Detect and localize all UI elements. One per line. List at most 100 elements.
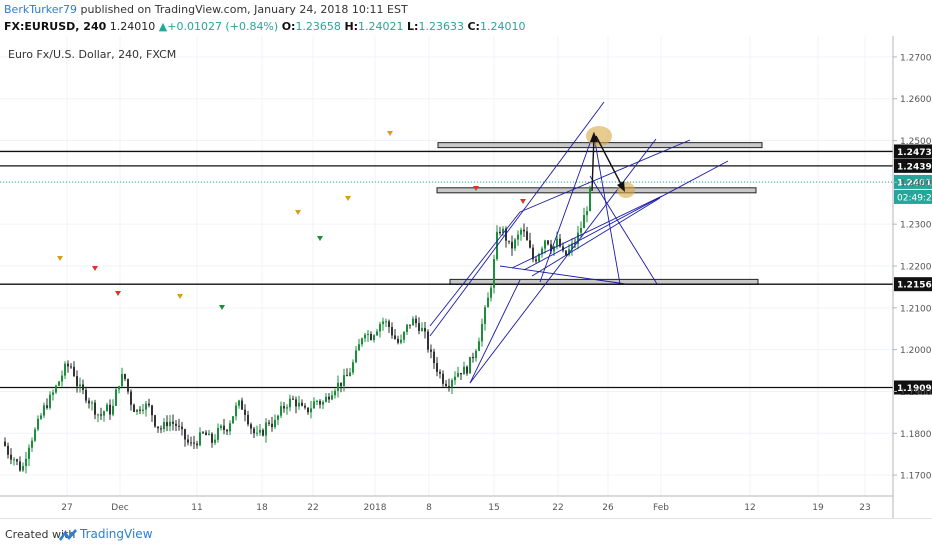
candle-body <box>43 405 45 416</box>
candle-body <box>550 244 552 252</box>
candle-body <box>481 323 483 342</box>
candle-body <box>343 375 345 386</box>
y-tick-label: 1.19000 <box>900 388 932 398</box>
candle-body <box>352 362 354 373</box>
trend-line <box>429 101 605 337</box>
trend-line <box>499 265 627 285</box>
candle-body <box>100 414 102 416</box>
y-tick-label: 1.20000 <box>900 346 932 356</box>
published-text: published on TradingView.com, January 24… <box>80 3 408 16</box>
support-resistance-zone <box>436 187 757 194</box>
candle-body <box>409 324 411 326</box>
candle-body <box>346 375 348 377</box>
candle-body <box>310 408 312 413</box>
trend-line <box>469 138 657 384</box>
tradingview-logo-icon <box>59 529 77 541</box>
candle-body <box>292 398 294 400</box>
signal-marker <box>387 131 393 136</box>
candle-body <box>499 231 501 234</box>
candle-body <box>91 402 93 404</box>
x-tick-label: Feb <box>653 503 669 513</box>
candles <box>4 185 591 474</box>
candle-body <box>172 421 174 424</box>
price-chart[interactable]: 1.24739 1.24395 1.21565 1.19095 1.24010 02:49… <box>0 36 932 518</box>
last-price-label: 1.24010 <box>897 178 932 188</box>
author-link[interactable]: BerkTurker79 <box>4 3 78 16</box>
candle-body <box>547 240 549 245</box>
x-tick-label: 23 <box>859 503 870 513</box>
trend-line <box>589 175 658 285</box>
candle-body <box>97 414 99 416</box>
signal-marker <box>345 196 351 201</box>
trend-line <box>429 211 521 327</box>
candle-body <box>277 415 279 420</box>
candle-body <box>298 402 300 407</box>
y-tick-label: 1.27000 <box>900 53 932 63</box>
close-value: 1.24010 <box>479 20 526 33</box>
x-axis[interactable]: 27 Dec 11 18 22 2018 8 15 22 26 Feb 12 19 23 <box>61 503 870 513</box>
candle-body <box>454 376 456 381</box>
candle-body <box>178 425 180 427</box>
candle-body <box>148 403 150 406</box>
close-label: C: <box>467 20 480 33</box>
signal-marker <box>219 305 225 310</box>
candle-body <box>553 246 555 252</box>
candle-body <box>394 335 396 339</box>
candle-body <box>223 425 225 430</box>
candle-body <box>13 459 15 461</box>
candle-body <box>196 443 198 446</box>
x-tick-label: 8 <box>426 503 432 513</box>
candle-body <box>253 428 255 434</box>
candle-body <box>517 234 519 240</box>
level-label: 1.21565 <box>897 281 932 291</box>
low-label: L: <box>407 20 419 33</box>
candle-body <box>265 422 267 436</box>
candle-body <box>34 429 36 441</box>
candle-body <box>586 210 588 216</box>
candle-body <box>478 341 480 351</box>
candle-body <box>31 440 33 448</box>
candle-body <box>55 385 57 393</box>
candle-body <box>25 458 27 467</box>
candle-body <box>427 331 429 350</box>
candle-body <box>400 339 402 343</box>
candle-body <box>382 321 384 325</box>
y-tick-label: 1.24000 <box>900 179 932 189</box>
candle-body <box>121 374 123 387</box>
candle-body <box>511 241 513 249</box>
candle-body <box>109 404 111 415</box>
candle-body <box>166 422 168 427</box>
candle-body <box>406 324 408 332</box>
candle-body <box>181 426 183 430</box>
candle-body <box>322 401 324 405</box>
y-axis[interactable]: 1.27000 1.26000 1.25000 1.24000 1.23000 1.220… <box>893 53 932 482</box>
x-tick-label: 2018 <box>364 503 387 513</box>
candle-body <box>7 445 9 455</box>
candle-body <box>64 363 66 376</box>
trend-line <box>593 135 621 285</box>
up-arrow-icon: ▲ <box>158 20 168 33</box>
created-with-text: Created with <box>5 528 76 541</box>
trend-line <box>523 160 729 271</box>
candle-body <box>556 238 558 247</box>
symbol-label: FX:EURUSD, 240 <box>4 20 107 33</box>
trend-line <box>511 195 663 269</box>
high-label: H: <box>344 20 359 33</box>
candle-body <box>535 259 537 262</box>
candle-body <box>415 318 417 324</box>
candle-body <box>271 423 273 428</box>
candle-body <box>193 442 195 444</box>
candle-body <box>151 405 153 416</box>
candle-body <box>526 231 528 241</box>
candle-body <box>562 246 564 251</box>
open-value: 1.23658 <box>295 20 341 33</box>
arrow-line <box>595 135 623 187</box>
candle-body <box>304 405 306 408</box>
candle-body <box>490 287 492 298</box>
level-label-bg <box>894 158 932 173</box>
tradingview-link[interactable]: TradingView <box>80 527 153 541</box>
candle-body <box>187 439 189 443</box>
candle-body <box>226 429 228 432</box>
y-tick-label: 1.18000 <box>900 430 932 440</box>
candle-body <box>235 405 237 417</box>
